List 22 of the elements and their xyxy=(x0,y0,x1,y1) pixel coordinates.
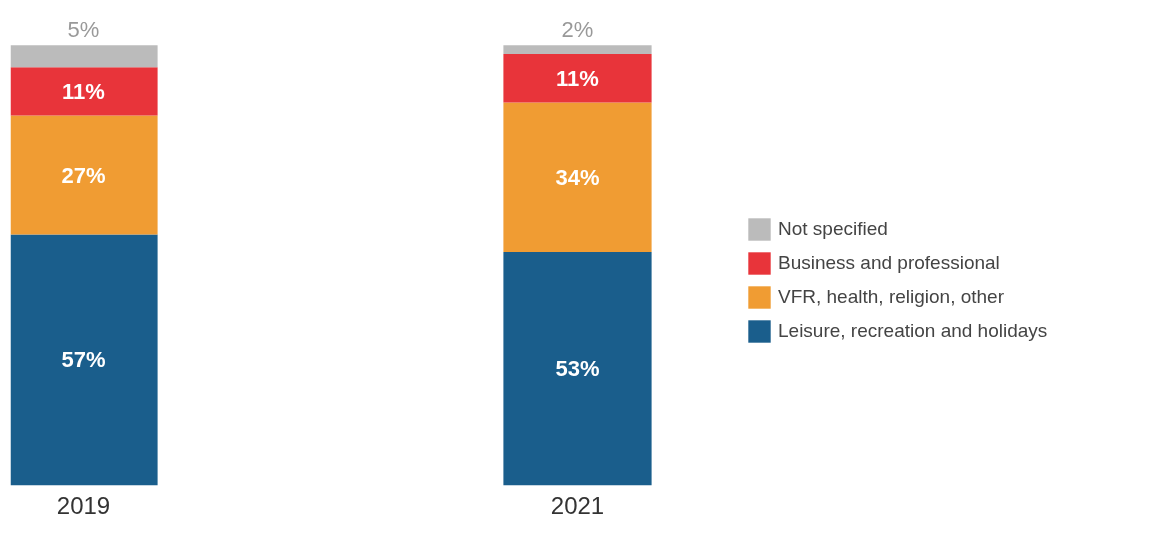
x-tick-label: 2021 xyxy=(550,491,605,519)
data-label: 11% xyxy=(62,78,105,104)
bar xyxy=(10,67,158,116)
data-label: 53% xyxy=(555,356,600,382)
data-label: 27% xyxy=(61,162,106,188)
data-label: 5% xyxy=(67,16,100,42)
bar xyxy=(10,234,158,486)
legend-label: Business and professional xyxy=(778,252,1000,274)
bar xyxy=(503,45,652,54)
bar xyxy=(10,45,158,68)
data-label: 11% xyxy=(556,65,599,91)
legend-label: Not specified xyxy=(778,218,888,240)
data-label: 2% xyxy=(561,16,594,42)
data-label: 34% xyxy=(555,164,600,190)
legend-label: VFR, health, religion, other xyxy=(778,286,1005,308)
legend-label: Leisure, recreation and holidays xyxy=(778,320,1048,342)
bar xyxy=(503,102,652,253)
bar xyxy=(10,115,158,235)
data-label: 57% xyxy=(61,347,106,373)
x-tick-label: 2019 xyxy=(56,491,111,519)
bar xyxy=(503,53,652,103)
bar xyxy=(503,252,652,486)
